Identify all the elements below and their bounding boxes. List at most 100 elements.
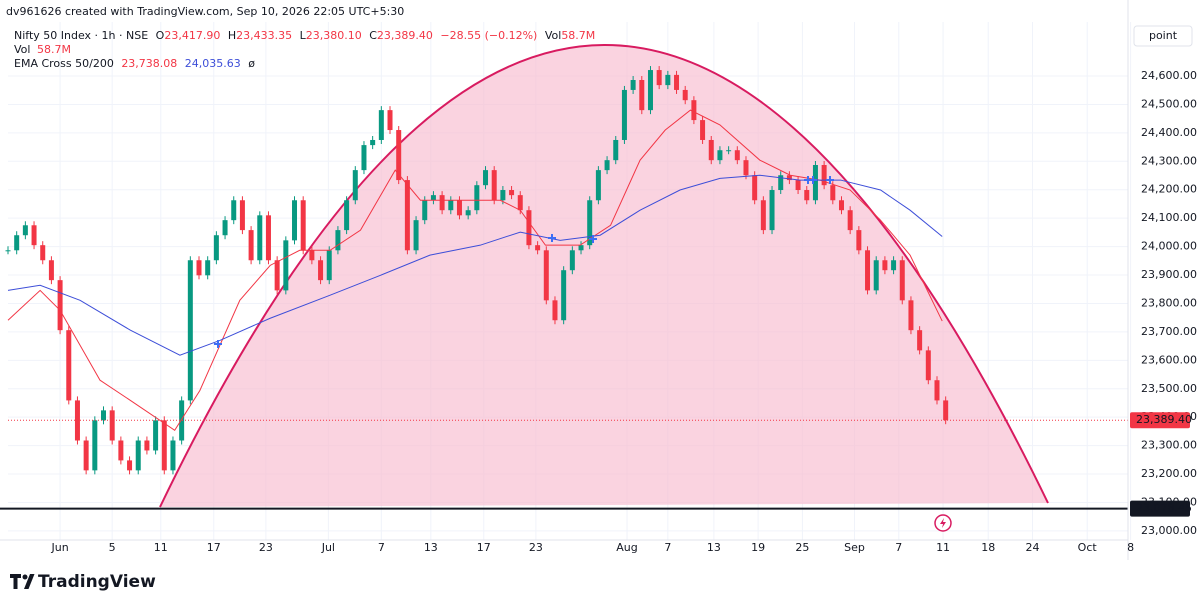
candle	[274, 260, 280, 291]
y-tick-label: 23,000.00	[1141, 524, 1197, 537]
candle	[179, 400, 185, 441]
candle	[248, 230, 254, 261]
candle	[856, 230, 862, 251]
candle	[500, 190, 506, 201]
marks	[0, 66, 1128, 510]
candle	[578, 245, 584, 251]
legend-key: C	[369, 29, 377, 42]
candle	[40, 245, 46, 261]
candle	[378, 110, 384, 140]
candle	[135, 440, 141, 471]
legend-value: 23,738.08	[121, 57, 177, 70]
legend-value: 58.7M	[37, 43, 71, 56]
candle	[700, 120, 706, 140]
candle	[943, 400, 949, 421]
candle	[561, 270, 567, 321]
candle	[387, 110, 393, 131]
y-tick-label: 24,300.00	[1141, 154, 1197, 167]
candle	[647, 70, 653, 111]
candle	[474, 185, 480, 211]
candle	[292, 200, 298, 241]
candle	[109, 410, 115, 441]
candle	[309, 250, 315, 261]
scale-button-label[interactable]: point	[1149, 29, 1178, 42]
candle	[639, 79, 645, 111]
candle	[630, 79, 636, 90]
scale-button[interactable]	[1133, 25, 1193, 47]
arc-fill	[160, 44, 1048, 507]
candle	[101, 410, 107, 421]
candle	[882, 260, 888, 271]
candle	[22, 225, 28, 236]
legend-row: Nifty 50 Index · 1h · NSE O23,417.90 H 23…	[14, 29, 595, 42]
candle	[265, 215, 271, 261]
candle	[352, 170, 358, 201]
candle	[535, 245, 541, 251]
candle	[326, 250, 332, 281]
candle	[517, 195, 523, 211]
candle	[595, 170, 601, 201]
x-tick-label: Oct	[1078, 541, 1098, 554]
candle	[404, 180, 410, 251]
legend-change: −28.55 (−0.12%)	[440, 29, 537, 42]
candle	[795, 180, 801, 191]
candle	[899, 260, 905, 301]
candle	[665, 74, 671, 86]
x-tick-label: 7	[895, 541, 902, 554]
x-tick-label: 23	[529, 541, 543, 554]
candle	[804, 190, 810, 201]
x-tick-label: 17	[207, 541, 221, 554]
candle	[283, 240, 289, 291]
candle	[83, 440, 89, 471]
candle	[239, 200, 245, 231]
price-tag-label: 23,389.40	[1136, 413, 1192, 426]
candle	[621, 89, 627, 140]
legend-key: H	[228, 29, 236, 42]
candle	[14, 235, 20, 251]
legend-key: Vol	[545, 29, 561, 42]
candle	[509, 190, 515, 196]
candle	[543, 250, 549, 301]
y-tick-label: 23,900.00	[1141, 268, 1197, 281]
candle	[569, 250, 575, 271]
cross-markers	[214, 176, 834, 348]
y-tick-label: 23,200.00	[1141, 467, 1197, 480]
candle	[118, 440, 124, 461]
candle	[413, 220, 419, 251]
candle	[674, 74, 680, 90]
candle	[526, 210, 532, 246]
x-tick-label: 7	[378, 541, 385, 554]
x-tick-label: 18	[981, 541, 995, 554]
candle	[430, 195, 436, 201]
candle	[830, 185, 836, 201]
candle	[917, 330, 923, 351]
candle	[613, 139, 619, 161]
legend-key: L	[300, 29, 307, 42]
x-tick-label: 13	[424, 541, 438, 554]
x-tick-label: Sep	[844, 541, 865, 554]
candle	[92, 420, 98, 471]
candle	[873, 260, 879, 291]
legend-symbol: Nifty 50 Index · 1h · NSE	[14, 29, 148, 42]
candle	[786, 175, 792, 181]
y-tick-label: 24,600.00	[1141, 69, 1197, 82]
legend-value: 23,380.10	[306, 29, 362, 42]
candle	[465, 210, 471, 216]
legend-key: O	[156, 29, 165, 42]
candle	[456, 200, 462, 216]
candle	[812, 165, 818, 201]
axes: 23,000.0023,100.0023,200.0023,300.0023,4…	[50, 69, 1196, 554]
candle	[934, 380, 940, 401]
legend-value: 23,417.90	[164, 29, 220, 42]
candle	[604, 160, 610, 171]
candle	[865, 250, 871, 291]
candle	[5, 250, 11, 252]
candle	[57, 280, 63, 331]
legend-value: 23,389.40	[377, 29, 433, 42]
brand-logo	[10, 574, 35, 589]
x-tick-label: 8	[1127, 541, 1134, 554]
candle	[127, 460, 133, 471]
legend-key: EMA Cross 50/200	[14, 57, 114, 70]
y-tick-label: 23,600.00	[1141, 353, 1197, 366]
